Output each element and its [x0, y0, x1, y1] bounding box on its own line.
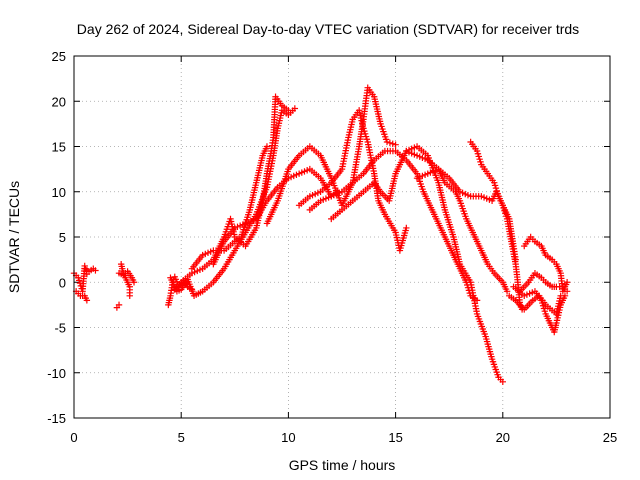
x-tick-label: 15 — [388, 430, 402, 445]
ticks: 0 5 10 15 20 25 -15 -10 -5 0 5 10 15 20 25 — [47, 49, 617, 445]
y-tick-label: 15 — [52, 140, 66, 155]
series-trace-o — [328, 143, 506, 385]
series-trace-d — [113, 301, 123, 311]
data-point — [512, 256, 519, 263]
data-point — [389, 140, 396, 147]
chart-title: Day 262 of 2024, Sidereal Day-to-day VTE… — [77, 21, 579, 37]
data-point — [503, 288, 511, 295]
y-tick-label: 0 — [59, 275, 66, 290]
x-tick-label: 0 — [70, 430, 77, 445]
series-trace-b — [72, 288, 91, 304]
y-axis-label: SDTVAR / TECUs — [6, 181, 22, 293]
x-tick-label: 10 — [281, 430, 295, 445]
y-tick-label: -15 — [47, 411, 66, 426]
series-trace-c — [81, 265, 99, 275]
data-point — [130, 279, 138, 286]
data-point — [83, 297, 91, 304]
series-trace-v — [506, 292, 564, 318]
data-point — [557, 292, 564, 300]
x-tick-label: 20 — [496, 430, 510, 445]
series-trace-r — [467, 138, 519, 263]
y-tick-label: -10 — [47, 366, 66, 381]
y-tick-label: 20 — [52, 94, 66, 109]
data-point — [383, 138, 391, 146]
data-point — [403, 224, 410, 232]
data-point — [263, 143, 271, 150]
x-tick-label: 5 — [178, 430, 185, 445]
data-point — [386, 139, 394, 147]
series-trace-p — [403, 147, 511, 295]
data-point — [285, 107, 292, 114]
series-trace-m — [295, 107, 410, 254]
series-trace-u — [521, 233, 571, 295]
series-trace-l — [263, 84, 399, 227]
x-axis-label: GPS time / hours — [289, 457, 396, 473]
data-point — [92, 267, 99, 274]
y-tick-label: 10 — [52, 185, 66, 200]
data-point — [563, 279, 571, 286]
data-points — [70, 84, 571, 385]
data-point — [126, 292, 133, 300]
data-point — [291, 105, 299, 112]
y-tick-label: 25 — [52, 49, 66, 64]
y-tick-label: -5 — [54, 321, 66, 336]
data-point — [499, 378, 506, 385]
plot-frame — [73, 55, 611, 419]
series-trace-f — [115, 268, 138, 286]
series-trace-h — [167, 105, 299, 300]
data-point — [115, 301, 123, 309]
series-trace-n — [306, 147, 481, 304]
data-point — [392, 141, 399, 148]
y-tick-label: 5 — [59, 230, 66, 245]
x-tick-label: 25 — [603, 430, 617, 445]
series-trace-k — [210, 165, 341, 268]
